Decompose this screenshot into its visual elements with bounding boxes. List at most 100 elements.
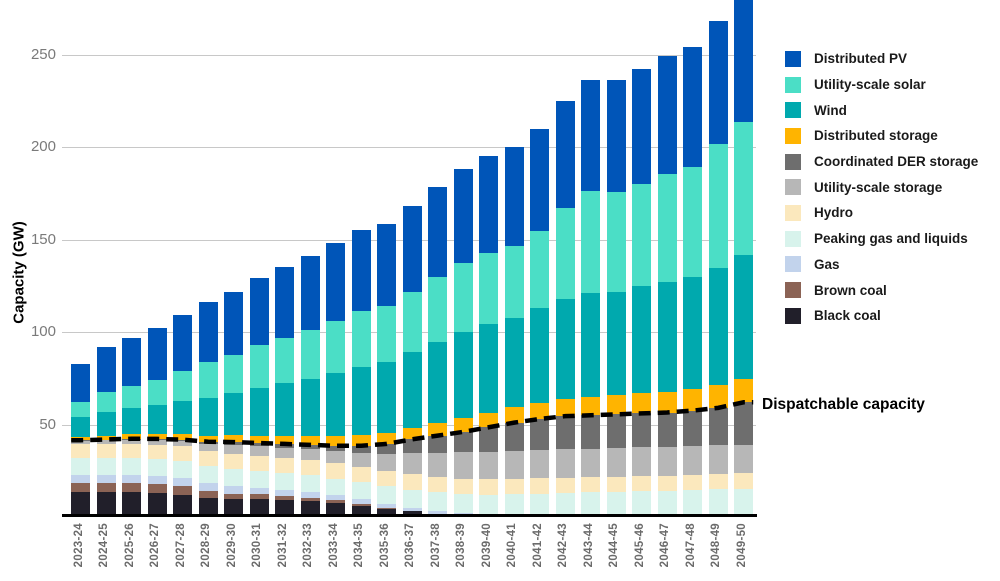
bar-segment-utility-scale-storage <box>453 452 473 479</box>
bar-segment-distributed-storage <box>734 378 754 403</box>
bar-segment-brown-coal <box>71 483 91 493</box>
bar-segment-distributed-storage <box>530 402 550 419</box>
bar-segment-wind <box>581 292 601 398</box>
bar-segment-utility-scale-solar <box>734 122 754 255</box>
bar-segment-coordinated-der-storage <box>402 439 422 454</box>
bar-segment-utility-scale-storage <box>351 452 371 468</box>
bar-segment-distributed-pv <box>479 156 499 253</box>
bar-segment-distributed-pv <box>683 47 703 168</box>
legend-swatch <box>785 153 801 170</box>
legend-swatch <box>785 127 801 144</box>
bar-segment-coordinated-der-storage <box>581 415 601 449</box>
bar-2031-32 <box>275 267 295 517</box>
bar-segment-peaking-gas-and-liquids <box>224 469 244 487</box>
bar-segment-coordinated-der-storage <box>326 445 346 451</box>
bar-segment-distributed-storage <box>657 391 677 413</box>
bar-segment-wind <box>147 405 167 434</box>
bar-segment-wind <box>173 401 193 435</box>
bar-2025-26 <box>122 337 142 517</box>
bar-segment-wind <box>734 254 754 379</box>
bar-segment-wind <box>708 267 728 386</box>
legend-swatch <box>785 230 801 247</box>
legend-label: Utility-scale solar <box>814 77 926 93</box>
bar-segment-distributed-pv <box>504 147 524 247</box>
bar-segment-peaking-gas-and-liquids <box>555 493 575 516</box>
bar-segment-peaking-gas-and-liquids <box>428 492 448 511</box>
x-tick-label-2045-46: 2045-46 <box>633 523 646 568</box>
bar-segment-gas <box>326 495 346 501</box>
bar-segment-utility-scale-storage <box>581 448 601 478</box>
bar-segment-gas <box>224 486 244 494</box>
bar-segment-distributed-pv <box>300 256 320 331</box>
bar-segment-utility-scale-solar <box>402 292 422 352</box>
bar-segment-utility-scale-storage <box>657 447 677 476</box>
bar-segment-distributed-pv <box>530 128 550 232</box>
bar-segment-brown-coal <box>275 495 295 501</box>
bar-segment-peaking-gas-and-liquids <box>632 491 652 517</box>
bar-segment-utility-scale-solar <box>479 252 499 325</box>
bar-segment-hydro <box>632 476 652 492</box>
bar-segment-hydro <box>606 476 626 492</box>
legend-item-utility-scale-solar: Utility-scale solar <box>785 72 978 98</box>
bar-segment-hydro <box>708 474 728 490</box>
bar-segment-utility-scale-storage <box>224 444 244 455</box>
bar-segment-utility-scale-solar <box>377 306 397 363</box>
bar-segment-peaking-gas-and-liquids <box>198 466 218 484</box>
bar-segment-peaking-gas-and-liquids <box>275 473 295 490</box>
bar-segment-hydro <box>249 455 269 472</box>
bar-2027-28 <box>173 315 193 517</box>
bar-segment-coordinated-der-storage <box>504 422 524 451</box>
bar-segment-distributed-storage <box>300 436 320 445</box>
x-tick-label-2028-29: 2028-29 <box>200 523 213 568</box>
bar-segment-distributed-pv <box>147 328 167 381</box>
y-tick-label-100: 100 <box>30 323 56 340</box>
bar-segment-wind <box>632 286 652 394</box>
bar-segment-utility-scale-storage <box>606 448 626 477</box>
bar-segment-distributed-storage <box>581 397 601 416</box>
bar-segment-wind <box>479 324 499 413</box>
bar-segment-utility-scale-solar <box>453 262 473 333</box>
bar-2023-24 <box>71 363 91 517</box>
x-tick-label-2038-39: 2038-39 <box>455 523 468 568</box>
x-tick-label-2025-26: 2025-26 <box>123 523 136 568</box>
bar-2042-43 <box>555 100 575 517</box>
y-tick-label-200: 200 <box>30 138 56 155</box>
bar-segment-black-coal <box>275 500 295 517</box>
bar-segment-distributed-storage <box>224 435 244 443</box>
legend-item-utility-scale-storage: Utility-scale storage <box>785 174 978 200</box>
legend-label: Distributed PV <box>814 51 908 67</box>
bar-segment-black-coal <box>71 492 91 517</box>
bar-segment-brown-coal <box>249 494 269 500</box>
legend-swatch <box>785 102 801 119</box>
bar-segment-utility-scale-storage <box>275 447 295 458</box>
y-tick-label-50: 50 <box>39 415 56 433</box>
bar-segment-peaking-gas-and-liquids <box>453 494 473 514</box>
bar-segment-utility-scale-storage <box>428 453 448 478</box>
bar-2026-27 <box>147 328 167 517</box>
x-tick-label-2024-25: 2024-25 <box>98 523 111 568</box>
x-tick-label-2031-32: 2031-32 <box>276 523 289 568</box>
bar-segment-wind <box>377 362 397 433</box>
legend-item-coordinated-der-storage: Coordinated DER storage <box>785 149 978 175</box>
bar-segment-peaking-gas-and-liquids <box>122 458 142 476</box>
bar-segment-utility-scale-solar <box>122 385 142 409</box>
bar-2040-41 <box>504 147 524 517</box>
bar-segment-hydro <box>734 473 754 489</box>
bar-2029-30 <box>224 292 244 517</box>
bar-segment-distributed-storage <box>555 399 575 417</box>
dispatchable-capacity-label: Dispatchable capacity <box>762 396 925 413</box>
bar-segment-utility-scale-solar <box>71 402 91 417</box>
legend-item-wind: Wind <box>785 97 978 123</box>
bar-segment-gas <box>122 475 142 484</box>
bar-2038-39 <box>453 169 473 517</box>
bar-segment-wind <box>555 299 575 399</box>
bar-segment-distributed-pv <box>275 267 295 338</box>
bar-segment-utility-scale-solar <box>708 144 728 268</box>
bar-segment-wind <box>198 397 218 436</box>
bar-segment-utility-scale-solar <box>683 167 703 277</box>
bar-segment-brown-coal <box>300 497 320 502</box>
bar-2044-45 <box>606 80 626 517</box>
legend-swatch <box>785 50 801 67</box>
legend-swatch <box>785 179 801 196</box>
bar-segment-distributed-pv <box>555 100 575 209</box>
